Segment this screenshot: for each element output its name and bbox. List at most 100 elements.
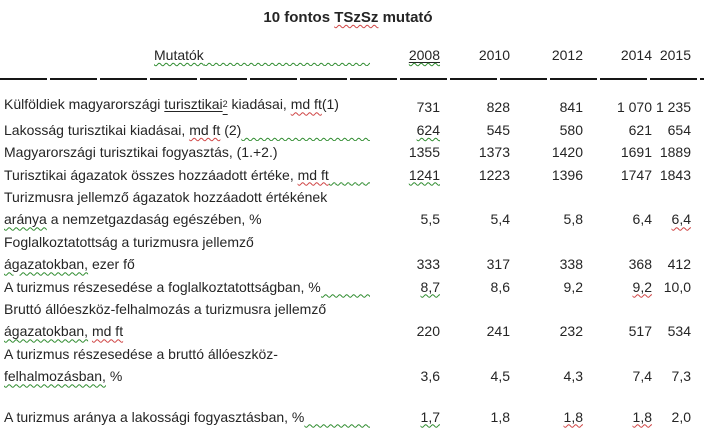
cell-value: 1,8 <box>583 406 652 428</box>
cell-value: 5,4 <box>440 208 510 230</box>
cell-value: 9,2 <box>510 276 583 298</box>
text-segment: 7,3 <box>671 368 691 385</box>
text-segment: ezer fő <box>88 256 135 273</box>
text-segment: 1 070 <box>616 99 652 116</box>
column-header-year: 2015 <box>652 44 691 66</box>
squiggle-underlined-text: 1,8 <box>632 408 652 425</box>
squiggle-underlined-text: 2008 <box>408 47 440 63</box>
text-segment: Lakosság turisztikai kiadásai, <box>4 121 190 138</box>
squiggle-connector <box>204 44 370 66</box>
cell-value: 1355 <box>370 141 440 163</box>
text-segment: Turizmusra jellemző ágazatok hozzáadott … <box>4 189 328 206</box>
cell-value: 333 <box>370 253 440 275</box>
squiggle-underlined-text: md ft <box>290 96 322 113</box>
text-segment: A turizmus aránya a lakossági fogyasztás… <box>4 408 305 425</box>
text-segment: % <box>105 368 123 385</box>
underlined-text: 2008 <box>409 47 440 63</box>
text-segment: 534 <box>667 323 691 340</box>
cell-value: 1 235 <box>652 96 691 118</box>
text-segment: 1843 <box>659 166 691 183</box>
text-segment: 841 <box>559 99 583 116</box>
text-segment: 333 <box>416 256 440 273</box>
cell-value: 1,8 <box>510 406 583 428</box>
cell-value: 241 <box>440 320 510 342</box>
row-label-line: ágazatokban, md ft <box>4 320 370 342</box>
row-label-line: felhalmozásban, % <box>4 365 370 387</box>
squiggle-underlined-text: 8,7 <box>420 278 440 295</box>
cell-value: 6,4 <box>652 208 691 230</box>
row-label-line: Foglalkoztatottság a turizmusra jellemző <box>4 231 370 253</box>
text-segment: 4,3 <box>563 368 583 385</box>
squiggle-connector <box>304 406 370 428</box>
cell-value: 517 <box>583 320 652 342</box>
text-segment: 338 <box>559 256 583 273</box>
cell-value: 1889 <box>652 141 691 163</box>
row-label: Turizmusra jellemző ágazatok hozzáadott … <box>4 186 370 231</box>
superscript: 2 <box>222 99 228 110</box>
squiggle-connector <box>329 164 370 186</box>
cell-value: 1,7 <box>370 406 440 428</box>
text-segment: 517 <box>628 323 652 340</box>
squiggle-underlined-text: md ft <box>189 121 221 138</box>
squiggle-underlined-text: 1241 <box>408 166 440 183</box>
column-header-year: 2010 <box>440 44 510 66</box>
cell-value: 731 <box>370 96 440 118</box>
squiggle-underlined-text: md ft <box>297 166 329 183</box>
text-segment: 1223 <box>478 166 510 183</box>
cell-value: 232 <box>510 320 583 342</box>
row-label: Lakosság turisztikai kiadásai, md ft (2) <box>4 119 370 141</box>
text-segment: 10,0 <box>663 278 691 295</box>
text-segment: 232 <box>559 323 583 340</box>
text-segment: 1691 <box>620 144 652 161</box>
text-segment: 1 235 <box>655 99 691 116</box>
table-row: Lakosság turisztikai kiadásai, md ft (2)… <box>4 119 704 141</box>
text-segment: 2010 <box>478 47 510 63</box>
text-segment: 5,4 <box>490 211 510 228</box>
text-segment: 7,4 <box>632 368 652 385</box>
text-segment: Turisztikai ágazatok összes hozzáadott é… <box>4 166 298 183</box>
cell-value: 5,5 <box>370 208 440 230</box>
cell-value: 6,4 <box>583 208 652 230</box>
squiggle-underlined-text: md ft <box>91 323 124 340</box>
cell-value: 7,3 <box>652 365 691 387</box>
column-header-year: 2008 <box>370 44 440 66</box>
row-label-line: Lakosság turisztikai kiadásai, md ft (2) <box>4 119 370 141</box>
page-title: 10 fontos TSzSz mutató <box>0 8 696 28</box>
text-segment: Bruttó állóeszköz-felhalmozás a turizmus… <box>4 301 327 318</box>
squiggle-underlined-text: 624 <box>416 121 440 138</box>
cell-value: 1691 <box>583 141 652 163</box>
cell-value: 534 <box>652 320 691 342</box>
table-row: Bruttó állóeszköz-felhalmozás a turizmus… <box>4 298 704 343</box>
squiggle-underlined-text: Mutatók <box>154 47 204 63</box>
cell-value: 841 <box>510 96 583 118</box>
cell-value: 828 <box>440 96 510 118</box>
cell-value: 9,2 <box>583 276 652 298</box>
text-segment: 1396 <box>551 166 583 183</box>
text-segment: A turizmus részesedése a bruttó állóeszk… <box>4 345 278 362</box>
cell-value: 654 <box>652 119 691 141</box>
text-segment: mutató <box>378 9 433 26</box>
cell-value: 8,6 <box>440 276 510 298</box>
cell-value: 621 <box>583 119 652 141</box>
cell-value: 1 070 <box>583 96 652 118</box>
text-segment: 2012 <box>551 47 583 63</box>
text-segment: Foglalkoztatottság a turizmusra jellemző <box>4 233 254 250</box>
row-label: A turizmus aránya a lakossági fogyasztás… <box>4 406 370 428</box>
cell-value: 624 <box>370 119 440 141</box>
squiggle-connector <box>241 119 370 141</box>
cell-value: 1373 <box>440 141 510 163</box>
text-segment: Külföldiek magyarországi <box>4 96 165 113</box>
text-segment: 5,5 <box>420 211 440 228</box>
text-segment: 10 fontos <box>263 9 335 26</box>
text-segment: 9,2 <box>563 278 583 295</box>
row-label: A turizmus részesedése a foglalkoztatott… <box>4 276 370 298</box>
text-segment: 828 <box>486 99 510 116</box>
cell-value: 580 <box>510 119 583 141</box>
squiggle-underlined-text: felhalmozásban, <box>4 368 106 385</box>
row-label: Magyarországi turisztikai fogyasztás, (1… <box>4 141 370 163</box>
squiggle-underlined-text: 1,8 <box>563 408 583 425</box>
cell-value: 2,0 <box>652 406 691 428</box>
dashed-divider <box>0 78 704 81</box>
text-segment: (1) <box>321 96 339 113</box>
